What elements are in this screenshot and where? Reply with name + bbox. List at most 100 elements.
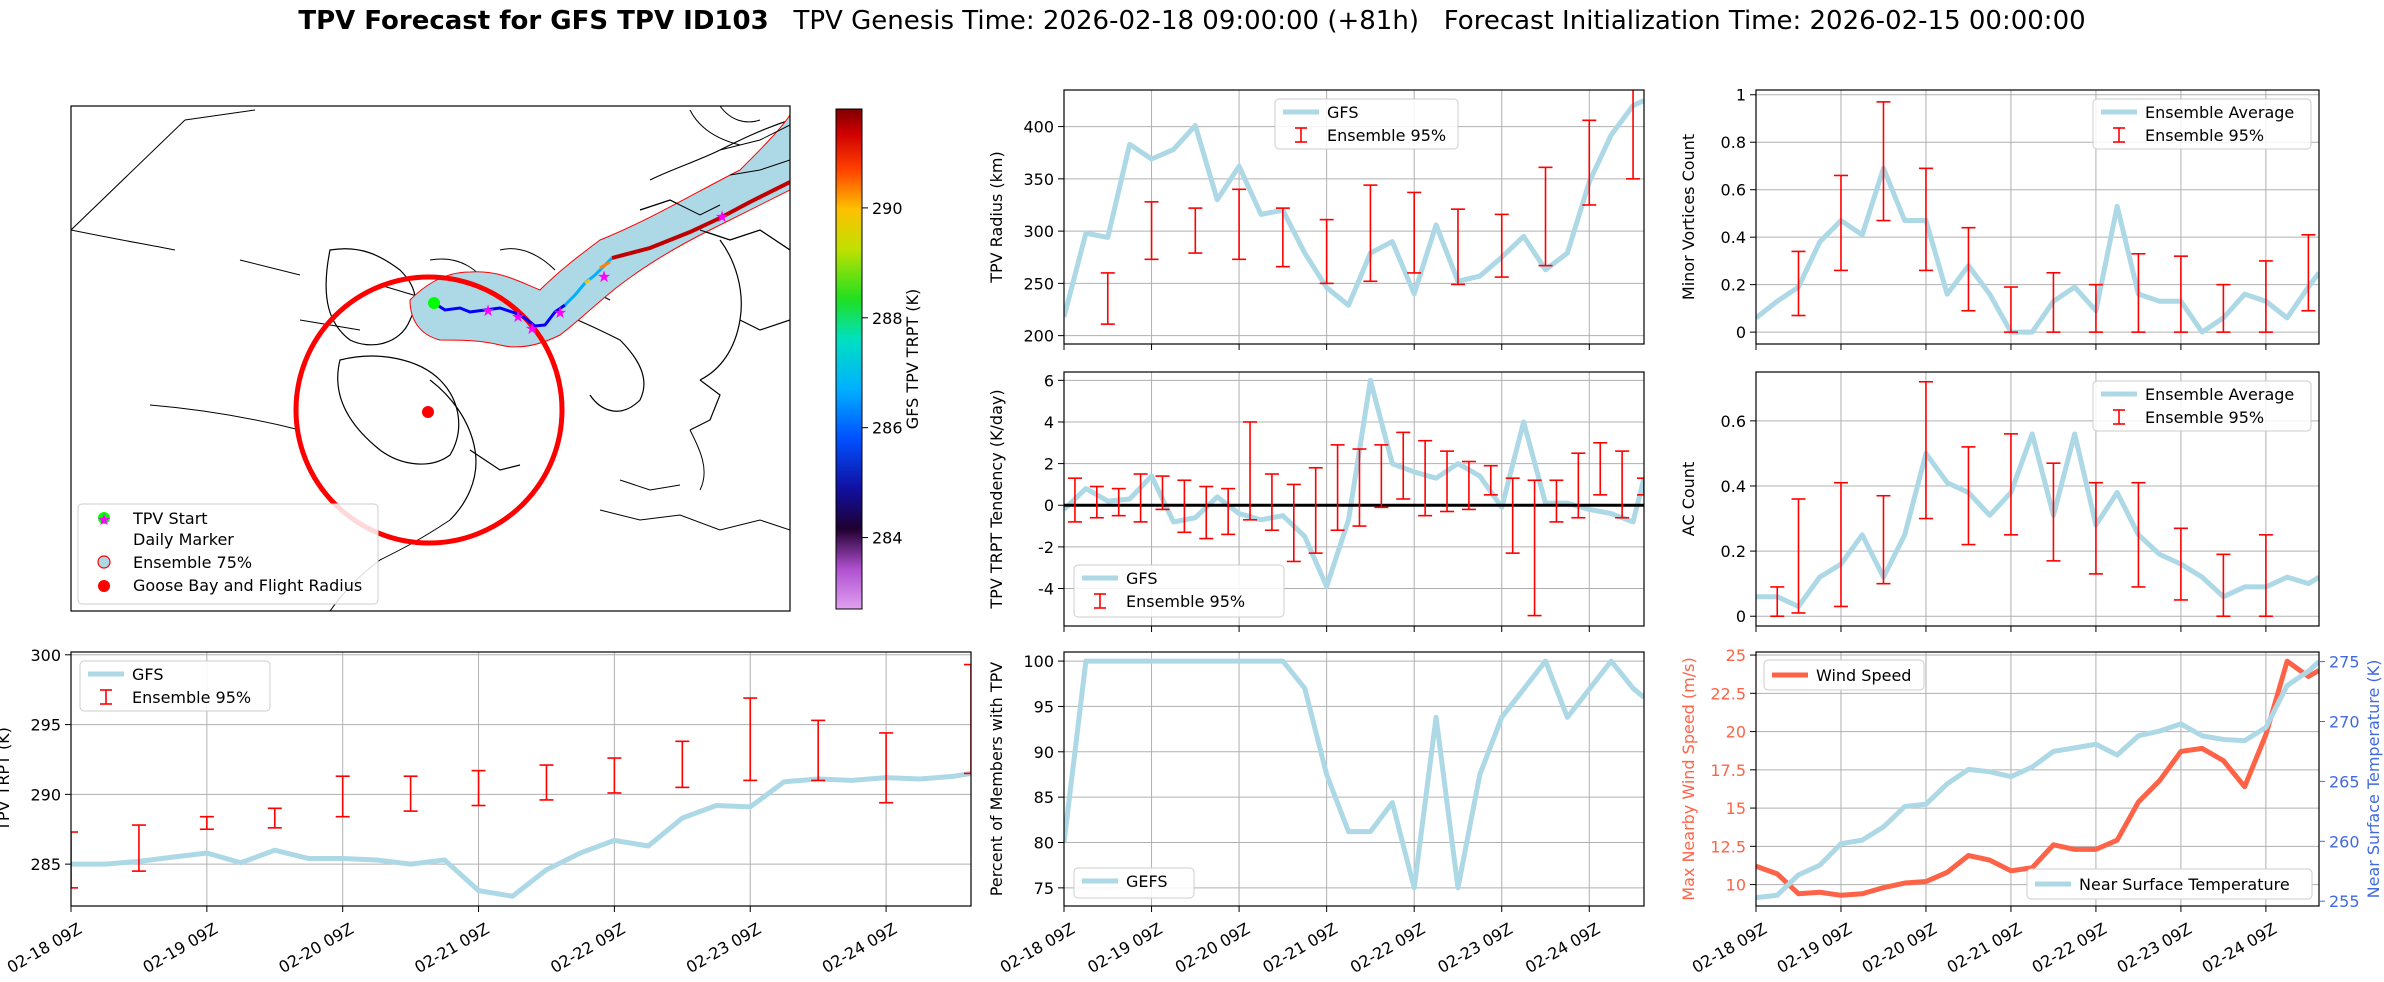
y-tick-label: 0: [1736, 323, 1746, 342]
y-right-tick-label: 275: [2329, 653, 2360, 672]
plot-area: [1756, 658, 2319, 901]
y-tick-label: 90: [1034, 743, 1054, 762]
y-tick-label: 85: [1034, 788, 1054, 807]
x-tick-label: 02-19 09Z: [1084, 919, 1165, 977]
y-right-tick-label: 260: [2329, 832, 2360, 851]
tpv-start-marker: [428, 297, 440, 309]
legend-goose-bay: Goose Bay and Flight Radius: [133, 576, 362, 595]
legend-temp: Near Surface Temperature: [2026, 868, 2313, 900]
y-tick-label: 75: [1034, 879, 1054, 898]
y-tick-label: 0.2: [1721, 276, 1746, 295]
x-tick-label: 02-22 09Z: [2029, 919, 2110, 977]
legend-label-series: Ensemble Average: [2145, 103, 2294, 122]
legend-label-temp: Near Surface Temperature: [2079, 875, 2290, 894]
y-tick-label: 17.5: [1710, 761, 1746, 780]
legend-label-ensemble: Ensemble 95%: [1327, 126, 1446, 145]
y-right-tick-label: 270: [2329, 712, 2360, 731]
series-line-ensemble-average: [1756, 165, 2319, 335]
chart-frame: [1755, 371, 2320, 627]
y-tick-label: 200: [1023, 327, 1054, 346]
daily-markers: ★ ★★ ★★★: [481, 207, 729, 338]
plot-area: [1064, 90, 1644, 325]
svg-text:★: ★: [715, 207, 729, 226]
x-tick-label: 02-19 09Z: [140, 919, 221, 977]
chart-frame: [1063, 89, 1645, 345]
y-tick-label: 0.2: [1721, 542, 1746, 561]
legend-tpv-start: TPV Start: [132, 509, 208, 528]
legend-trpt: GFS Ensemble 95%: [79, 660, 271, 712]
legend-wind: Wind Speed: [1763, 659, 1925, 691]
svg-text:★: ★: [97, 510, 111, 529]
y-tick-label: 0.8: [1721, 133, 1746, 152]
plot-area: [1064, 377, 1644, 617]
legend-label-series: GFS: [132, 665, 163, 684]
y-axis-label: Percent of Members with TPV: [987, 662, 1006, 896]
y-tick-label: 20: [1726, 723, 1746, 742]
series-line-gfs: [71, 770, 971, 899]
legend-label-series: Ensemble Average: [2145, 385, 2294, 404]
colorbar-tick-label: 284: [872, 529, 903, 548]
tpv-track: [433, 180, 790, 328]
legend-box: [2092, 380, 2312, 432]
y-tick-label: -2: [1038, 538, 1054, 557]
x-tick-label: 02-22 09Z: [547, 919, 628, 977]
x-tick-label: 02-24 09Z: [1522, 919, 1603, 977]
y-tick-label: 1: [1736, 86, 1746, 105]
chart-frame: [1063, 651, 1645, 907]
legend-ac: Ensemble Average Ensemble 95%: [2092, 380, 2312, 432]
y-right-axis-label: Near Surface Temperature (K): [2364, 660, 2383, 899]
legend-label-ensemble: Ensemble 95%: [2145, 408, 2264, 427]
legend-box: [2092, 98, 2312, 150]
series-line-gefs: [1064, 658, 1644, 891]
svg-text:★: ★: [597, 267, 611, 286]
y-axis-label: Minor Vortices Count: [1679, 134, 1698, 300]
x-tick-label: 02-24 09Z: [819, 919, 900, 977]
x-tick-label: 02-21 09Z: [1259, 919, 1340, 977]
y-tick-label: 15: [1726, 799, 1746, 818]
x-tick-label: 02-23 09Z: [2114, 919, 2195, 977]
y-axis-label: Max Nearby Wind Speed (m/s): [1679, 657, 1698, 900]
chart-members: 75 80 85 90 95 100 02-18 09Z 02-19 09Z 02-20 09Z…: [987, 651, 1645, 977]
chart-frame: [1063, 371, 1645, 627]
legend-label-ensemble: Ensemble 95%: [132, 688, 251, 707]
y-tick-label: 22.5: [1710, 684, 1746, 703]
y-tick-label: 250: [1023, 274, 1054, 293]
series-line-wind-speed: [1756, 658, 2319, 898]
colorbar-tick-label: 288: [872, 309, 903, 328]
map-panel: ★ ★★ ★★★ ★ TPV Start Daily Marker Ensembl…: [70, 105, 922, 612]
colorbar: 284 286 288 290 GFS TPV TRPT (K): [835, 108, 922, 610]
goose-bay-marker: [422, 406, 434, 418]
plot-area: [1756, 380, 2319, 618]
y-tick-label: 0: [1044, 496, 1054, 515]
x-tick-label: 02-23 09Z: [1434, 919, 1515, 977]
legend-label-series: GFS: [1126, 569, 1157, 588]
legend-label-series: GEFS: [1126, 872, 1168, 891]
y-tick-label: 10: [1726, 876, 1746, 895]
legend-ensemble-75: Ensemble 75%: [133, 553, 252, 572]
y-tick-label: -4: [1038, 580, 1054, 599]
x-tick-label: 02-18 09Z: [997, 919, 1078, 977]
chart-radius: 200 250 300 350 400 TPV Radius (km) GFS Ensembl…: [987, 89, 1645, 350]
y-tick-label: 350: [1023, 170, 1054, 189]
legend-box: [1274, 98, 1459, 150]
legend-box: [1073, 564, 1285, 618]
x-tick-label: 02-19 09Z: [1774, 919, 1855, 977]
map-legend: ★ TPV Start Daily Marker Ensemble 75% Go…: [77, 503, 379, 605]
svg-text:★: ★: [525, 319, 539, 338]
y-right-tick-label: 255: [2329, 892, 2360, 911]
y-tick-label: 0: [1736, 607, 1746, 626]
legend-radius: GFS Ensemble 95%: [1274, 98, 1459, 150]
legend-box: [2026, 868, 2313, 900]
figure-title: TPV Forecast for GFS TPV ID103 TPV Genes…: [0, 6, 2384, 36]
legend-label-ensemble: Ensemble 95%: [1126, 592, 1245, 611]
y-tick-label: 25: [1726, 646, 1746, 665]
legend-daily-marker: Daily Marker: [133, 530, 234, 549]
y-tick-label: 6: [1044, 371, 1054, 390]
y-tick-label: 4: [1044, 413, 1054, 432]
y-tick-label: 12.5: [1710, 837, 1746, 856]
y-tick-label: 400: [1023, 118, 1054, 137]
x-tick-label: 02-20 09Z: [1172, 919, 1253, 977]
